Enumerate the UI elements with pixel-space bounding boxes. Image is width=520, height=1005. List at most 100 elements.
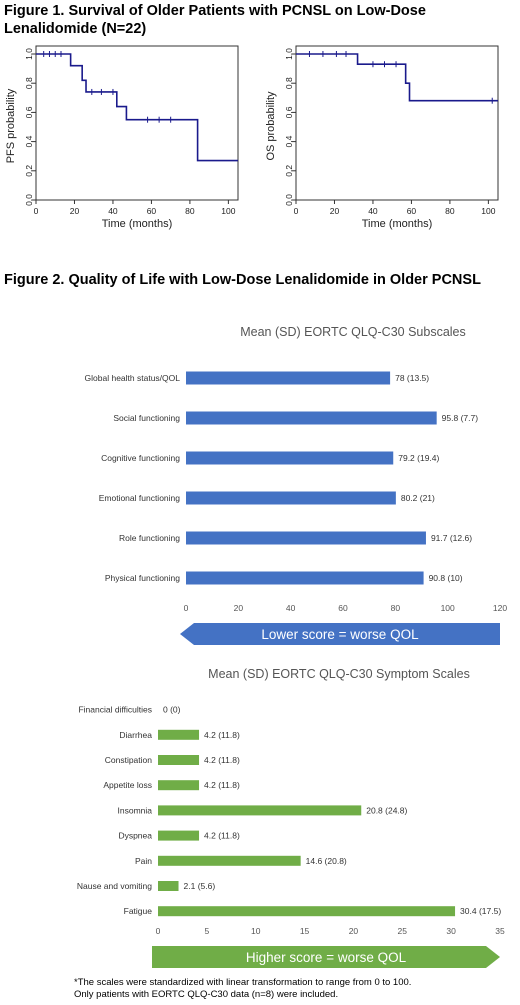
data-label: 79.2 (19.4) (398, 453, 439, 463)
bar (186, 451, 394, 465)
y-tick-label: 1.0 (284, 48, 294, 60)
survival-curve (36, 53, 238, 162)
x-tick-label: 80 (391, 603, 401, 613)
category-label: Social functioning (113, 413, 180, 423)
data-label: 80.2 (21) (401, 493, 435, 503)
x-axis-label: Time (months) (362, 218, 433, 230)
x-tick-label: 30 (446, 926, 456, 936)
x-tick-label: 0 (184, 603, 189, 613)
data-label: 91.7 (12.6) (431, 533, 472, 543)
bar (186, 571, 424, 585)
data-label: 20.8 (24.8) (366, 805, 407, 815)
bar (158, 830, 200, 841)
x-tick-label: 20 (349, 926, 359, 936)
category-label: Role functioning (119, 533, 180, 543)
x-tick-label: 100 (221, 206, 235, 216)
category-label: Dyspnea (118, 831, 152, 841)
bar (186, 531, 426, 545)
y-tick-label: 0.0 (284, 194, 294, 206)
x-tick-label: 35 (495, 926, 505, 936)
bar (158, 729, 200, 740)
bar (158, 780, 200, 791)
x-axis-label: Time (months) (102, 218, 173, 230)
bar (158, 906, 456, 917)
y-tick-label: 0.4 (284, 135, 294, 147)
x-tick-label: 5 (204, 926, 209, 936)
category-label: Financial difficulties (78, 705, 152, 715)
y-tick-label: 0.2 (24, 165, 34, 177)
bar (158, 881, 179, 891)
y-tick-label: 0.6 (284, 106, 294, 118)
data-label: 0 (0) (163, 705, 181, 715)
direction-arrow (180, 623, 500, 645)
x-tick-label: 60 (407, 206, 417, 216)
x-tick-label: 60 (147, 206, 157, 216)
y-tick-label: 0.8 (284, 77, 294, 89)
x-tick-label: 20 (234, 603, 244, 613)
arrow-label: Higher score = worse QOL (246, 950, 407, 965)
os-survival-chart: 0 20 40 60 80 100 0.0 0.2 0.4 0.6 0.8 1.0 Time (mont… (265, 45, 499, 230)
category-label: Insomnia (118, 805, 153, 815)
pfs-survival-chart: 0 20 40 60 80 100 0.0 0.2 0.4 0.6 0.8 1.0 Time (mont… (5, 45, 239, 230)
direction-arrow (152, 946, 500, 968)
x-tick-label: 0 (34, 206, 39, 216)
x-tick-label: 40 (108, 206, 118, 216)
y-axis-label: OS probability (265, 91, 277, 161)
x-tick-label: 0 (294, 206, 299, 216)
category-label: Pain (135, 856, 152, 866)
x-tick-label: 40 (368, 206, 378, 216)
figure2-title: Figure 2. Quality of Life with Low-Dose … (4, 272, 481, 288)
plot-frame (295, 45, 499, 201)
arrow-label: Lower score = worse QOL (261, 627, 419, 642)
x-tick-label: 80 (445, 206, 455, 216)
data-label: 14.6 (20.8) (306, 856, 347, 866)
x-tick-label: 80 (185, 206, 195, 216)
bar (186, 411, 437, 425)
plot-frame (35, 45, 239, 201)
data-label: 30.4 (17.5) (460, 906, 501, 916)
chart-title: Mean (SD) EORTC QLQ-C30 Symptom Scales (208, 667, 470, 681)
y-tick-label: 0.8 (24, 77, 34, 89)
category-label: Physical functioning (105, 573, 180, 583)
x-tick-label: 40 (286, 603, 296, 613)
chart-title: Mean (SD) EORTC QLQ-C30 Subscales (240, 325, 466, 339)
x-tick-label: 20 (330, 206, 340, 216)
bar (158, 855, 301, 866)
data-label: 4.2 (11.8) (204, 780, 240, 790)
survival-curve (296, 53, 498, 102)
y-tick-label: 0.0 (24, 194, 34, 206)
x-tick-label: 10 (251, 926, 261, 936)
x-tick-label: 120 (493, 603, 507, 613)
data-label: 78 (13.5) (395, 373, 429, 383)
data-label: 95.8 (7.7) (442, 413, 479, 423)
category-label: Diarrhea (119, 730, 152, 740)
y-axis-label: PFS probability (5, 88, 17, 163)
category-label: Constipation (105, 755, 153, 765)
data-label: 4.2 (11.8) (204, 831, 240, 841)
figure1-title: Figure 1. Survival of Older Patients wit… (4, 3, 426, 37)
category-label: Nause and vomiting (77, 881, 152, 891)
category-label: Cognitive functioning (101, 453, 180, 463)
x-tick-label: 100 (441, 603, 455, 613)
data-label: 2.1 (5.6) (184, 881, 216, 891)
category-label: Global health status/QOL (85, 373, 181, 383)
bar (186, 491, 396, 505)
x-tick-label: 60 (338, 603, 348, 613)
x-tick-label: 25 (398, 926, 408, 936)
symptom-bar-chart: Mean (SD) EORTC QLQ-C30 Symptom Scales Fi… (77, 667, 505, 968)
x-tick-label: 100 (481, 206, 495, 216)
y-tick-label: 0.2 (284, 165, 294, 177)
bar (158, 755, 200, 765)
data-label: 90.8 (10) (429, 573, 463, 583)
y-tick-label: 1.0 (24, 48, 34, 60)
x-tick-label: 15 (300, 926, 310, 936)
footnote-line1: *The scales were standardized with linea… (74, 977, 412, 988)
bar (158, 805, 362, 816)
data-label: 4.2 (11.8) (204, 730, 240, 740)
x-tick-label: 20 (70, 206, 80, 216)
category-label: Fatigue (124, 906, 153, 916)
x-tick-label: 0 (156, 926, 161, 936)
category-label: Emotional functioning (99, 493, 181, 503)
subscales-bar-chart: Mean (SD) EORTC QLQ-C30 Subscales Global … (85, 325, 507, 645)
y-tick-label: 0.6 (24, 106, 34, 118)
